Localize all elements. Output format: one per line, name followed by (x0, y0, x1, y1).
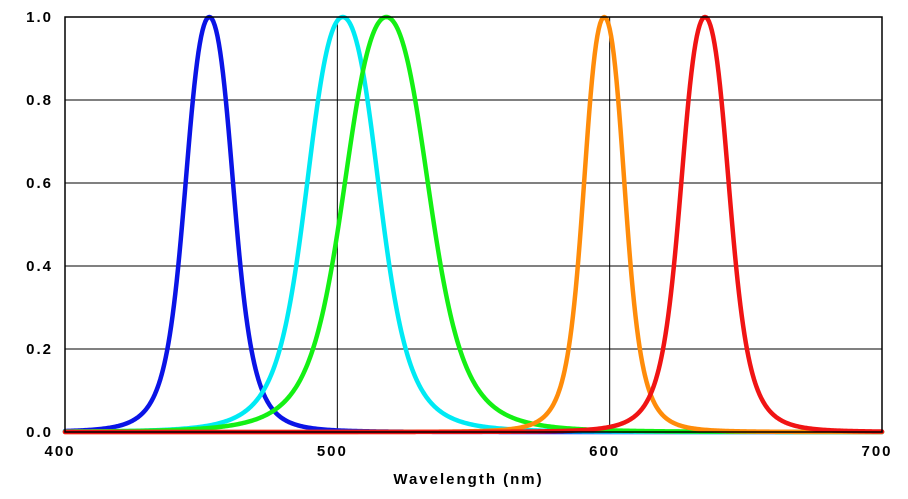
y-tick-label: 0.0 (26, 424, 53, 441)
y-tick-label: 0.2 (26, 341, 53, 358)
y-tick-label: 1.0 (26, 9, 53, 26)
y-tick-labels: 0.0 0.2 0.4 0.6 0.8 1.0 (26, 9, 53, 441)
series-line-4 (62, 14, 885, 435)
x-tick-label: 600 (589, 443, 620, 460)
x-tick-label: 500 (317, 443, 348, 460)
series-lines (62, 14, 885, 435)
plot-frame (64, 16, 883, 433)
series-line-5 (62, 14, 885, 435)
x-tick-labels: 400 500 600 700 (44, 443, 892, 460)
x-tick-label: 400 (44, 443, 75, 460)
series-line-1 (62, 14, 885, 435)
gridlines (65, 16, 882, 433)
series-line-3 (62, 14, 885, 435)
y-tick-label: 0.4 (26, 258, 53, 275)
x-axis-title: Wavelength (nm) (393, 471, 543, 488)
x-tick-label: 700 (861, 443, 892, 460)
series-line-2 (62, 14, 885, 435)
y-tick-label: 0.6 (26, 175, 53, 192)
y-tick-label: 0.8 (26, 92, 53, 109)
